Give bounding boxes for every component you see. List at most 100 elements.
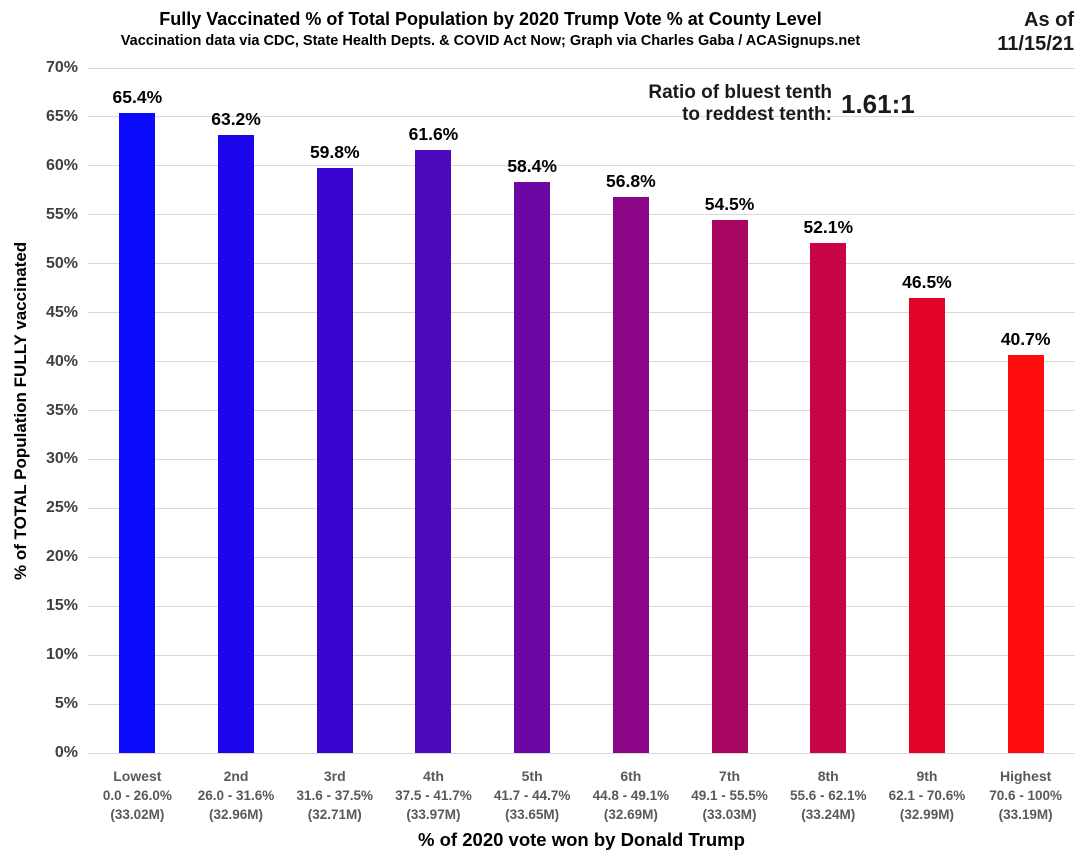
y-tick-label: 65% xyxy=(45,107,78,125)
category-population: (33.65M) xyxy=(505,807,560,822)
gridline xyxy=(88,312,1075,314)
category-name: 8th xyxy=(817,768,839,784)
ratio-annotation-line2: to reddest tenth: xyxy=(682,104,832,126)
category-range: 31.6 - 37.5% xyxy=(296,788,374,803)
category-population: (32.71M) xyxy=(307,807,362,822)
category-name: 4th xyxy=(422,768,444,784)
category-population: (32.96M) xyxy=(209,807,264,822)
category-range: 41.7 - 44.7% xyxy=(493,788,571,803)
category-name: 6th xyxy=(620,768,642,784)
bar-value-label: 54.5% xyxy=(704,193,755,214)
category-name: 2nd xyxy=(223,768,249,784)
category-name: 7th xyxy=(719,768,741,784)
x-category-label: 9th 62.1 - 70.6% (32.99M) xyxy=(878,767,977,824)
gridline xyxy=(88,263,1075,265)
gridline xyxy=(88,116,1075,118)
bar-9th xyxy=(908,297,945,753)
category-population: (33.97M) xyxy=(406,807,461,822)
gridline xyxy=(88,556,1075,558)
x-axis-title: % of 2020 vote won by Donald Trump xyxy=(418,829,745,850)
category-range: 49.1 - 55.5% xyxy=(691,788,768,803)
category-range: 37.5 - 41.7% xyxy=(395,788,472,803)
bar-value-label: 52.1% xyxy=(803,217,854,238)
gridline xyxy=(88,654,1075,656)
y-tick-label: 60% xyxy=(45,156,78,174)
bar-lowest xyxy=(119,113,156,753)
category-name: 9th xyxy=(916,768,938,784)
bar-4th xyxy=(415,150,452,753)
gridline xyxy=(88,67,1075,69)
y-tick-label: 45% xyxy=(45,303,78,321)
bar-value-label: 63.2% xyxy=(211,108,261,129)
bar-value-label: 58.4% xyxy=(507,155,557,176)
category-population: (33.24M) xyxy=(801,807,856,822)
y-tick-label: 40% xyxy=(45,352,78,370)
category-range: 55.6 - 62.1% xyxy=(789,788,867,803)
y-tick-label: 30% xyxy=(45,450,78,468)
category-name: Lowest xyxy=(113,768,162,784)
gridline xyxy=(88,605,1075,607)
y-tick-label: 50% xyxy=(45,254,78,272)
bar-7th xyxy=(711,219,748,753)
bar-value-label: 61.6% xyxy=(408,124,459,145)
bar-6th xyxy=(612,197,649,753)
bar-value-label: 46.5% xyxy=(902,271,952,292)
x-category-label: 3rd 31.6 - 37.5% (32.71M) xyxy=(285,767,384,824)
x-category-label: Lowest 0.0 - 26.0% (33.02M) xyxy=(88,767,187,824)
as-of-label: As of xyxy=(1024,9,1074,31)
y-tick-label: 20% xyxy=(45,548,78,566)
category-name: Highest xyxy=(999,768,1052,784)
gridline xyxy=(88,410,1075,411)
x-category-label: Highest 70.6 - 100% (33.19M) xyxy=(976,767,1075,824)
x-category-label: 2nd 26.0 - 31.6% (32.96M) xyxy=(187,767,286,824)
x-category-label: 6th 44.8 - 49.1% (32.69M) xyxy=(582,767,681,824)
ratio-annotation-text: Ratio of bluest tenth to reddest tenth: xyxy=(618,82,832,127)
category-range: 0.0 - 26.0% xyxy=(102,788,172,803)
bar-value-label: 40.7% xyxy=(1000,328,1051,349)
plot-area: 65.4% 63.2% 59.8% 61.6% 58.4% 56.8% 54.5% 52.1%… xyxy=(88,67,1075,754)
category-range: 70.6 - 100% xyxy=(989,788,1063,803)
category-population: (33.02M) xyxy=(110,807,165,822)
category-population: (32.99M) xyxy=(899,807,954,822)
category-population: (33.03M) xyxy=(702,807,757,822)
category-range: 44.8 - 49.1% xyxy=(592,788,670,803)
bar-3rd xyxy=(316,167,353,753)
bar-value-label: 56.8% xyxy=(606,171,656,192)
category-name: 5th xyxy=(521,768,543,784)
category-population: (32.69M) xyxy=(603,807,658,822)
gridline xyxy=(88,458,1075,460)
page-subtitle: Vaccination data via CDC, State Health D… xyxy=(120,33,861,49)
bar-2nd xyxy=(218,134,255,753)
ratio-annotation-line1: Ratio of bluest tenth xyxy=(648,82,832,103)
ratio-annotation: Ratio of bluest tenth to reddest tenth: … xyxy=(618,82,915,127)
x-category-label: 4th 37.5 - 41.7% (33.97M) xyxy=(384,767,483,824)
category-range: 62.1 - 70.6% xyxy=(888,788,966,803)
as-of-date: 11/15/21 xyxy=(997,33,1074,55)
y-tick-label: 35% xyxy=(45,401,78,419)
gridline xyxy=(88,703,1075,705)
x-category-label: 8th 55.6 - 62.1% (33.24M) xyxy=(779,767,878,824)
y-tick-label: 5% xyxy=(54,695,78,713)
bar-value-label: 65.4% xyxy=(112,87,163,107)
bar-value-label: 59.8% xyxy=(309,141,360,162)
ratio-value: 1.61:1 xyxy=(841,89,915,119)
x-category-label: 5th 41.7 - 44.7% (33.65M) xyxy=(483,767,582,824)
gridline xyxy=(88,214,1075,216)
gridline xyxy=(88,507,1075,509)
bar-8th xyxy=(810,243,847,753)
y-tick-label: 70% xyxy=(45,59,78,76)
page-title: Fully Vaccinated % of Total Population b… xyxy=(159,9,822,29)
as-of-block: As of 11/15/21 xyxy=(997,8,1074,56)
category-range: 26.0 - 31.6% xyxy=(197,788,275,803)
category-name: 3rd xyxy=(323,768,346,784)
y-tick-label: 25% xyxy=(45,499,78,517)
y-tick-label: 15% xyxy=(45,597,78,615)
y-tick-label: 0% xyxy=(54,744,78,761)
bar-5th xyxy=(514,181,551,753)
gridline xyxy=(88,361,1075,363)
x-category-label: 7th 49.1 - 55.5% (33.03M) xyxy=(680,767,779,824)
bar-highest xyxy=(1007,354,1044,753)
y-tick-label: 10% xyxy=(45,646,78,664)
gridline xyxy=(88,165,1075,167)
